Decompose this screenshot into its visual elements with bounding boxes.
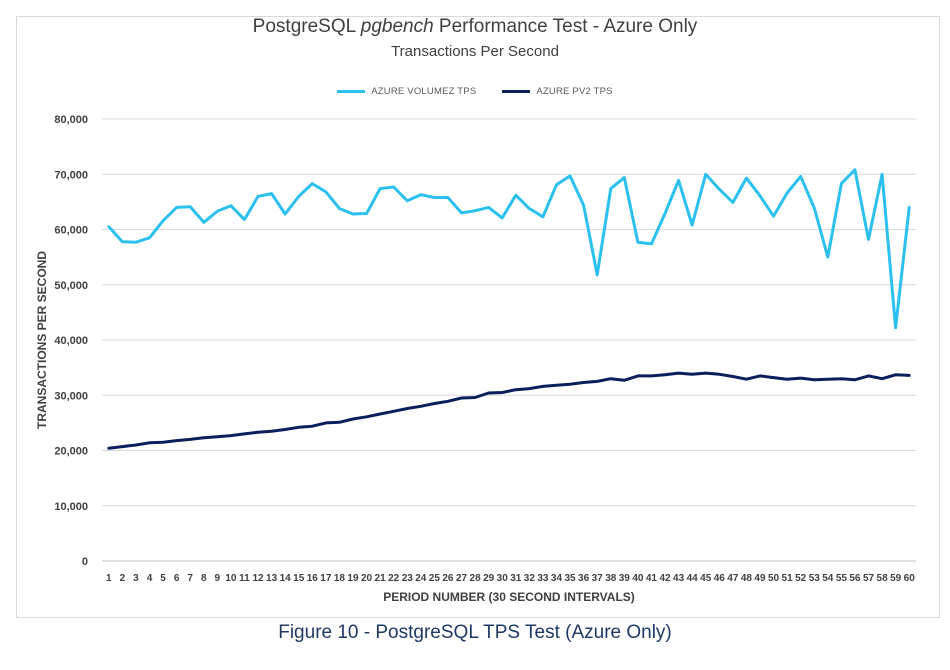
x-tick-label-42: 42 bbox=[659, 573, 671, 584]
x-tick-label-36: 36 bbox=[578, 573, 590, 584]
x-tick-label-1: 1 bbox=[106, 573, 112, 584]
x-tick-label-28: 28 bbox=[470, 573, 482, 584]
x-tick-label-33: 33 bbox=[537, 573, 549, 584]
y-tick-label-3: 30,000 bbox=[54, 390, 88, 402]
chart-title: PostgreSQL pgbench Performance Test - Az… bbox=[252, 16, 698, 37]
x-tick-label-13: 13 bbox=[266, 573, 278, 584]
x-tick-label-50: 50 bbox=[768, 573, 780, 584]
x-tick-label-35: 35 bbox=[564, 573, 576, 584]
chart-subtitle: Transactions Per Second bbox=[391, 43, 559, 60]
y-tick-label-1: 10,000 bbox=[54, 501, 88, 513]
chart-frame bbox=[16, 16, 940, 618]
y-tick-label-8: 80,000 bbox=[54, 114, 88, 126]
x-tick-label-56: 56 bbox=[849, 573, 861, 584]
x-tick-label-54: 54 bbox=[822, 573, 834, 584]
x-tick-label-24: 24 bbox=[415, 573, 427, 584]
x-tick-label-52: 52 bbox=[795, 573, 807, 584]
y-tick-label-4: 40,000 bbox=[54, 335, 88, 347]
x-tick-label-19: 19 bbox=[347, 573, 359, 584]
x-tick-label-16: 16 bbox=[307, 573, 319, 584]
legend-item-volumez: AZURE VOLUMEZ TPS bbox=[337, 86, 476, 97]
x-tick-label-47: 47 bbox=[727, 573, 739, 584]
y-tick-label-0: 0 bbox=[82, 556, 88, 568]
x-tick-label-25: 25 bbox=[429, 573, 441, 584]
x-tick-label-12: 12 bbox=[252, 573, 264, 584]
x-tick-label-41: 41 bbox=[646, 573, 658, 584]
x-tick-label-37: 37 bbox=[592, 573, 604, 584]
y-tick-label-2: 20,000 bbox=[54, 446, 88, 458]
x-tick-label-45: 45 bbox=[700, 573, 712, 584]
y-tick-label-6: 60,000 bbox=[54, 225, 88, 237]
x-tick-label-55: 55 bbox=[836, 573, 848, 584]
x-tick-label-58: 58 bbox=[877, 573, 889, 584]
chart-title-italic: pgbench bbox=[360, 16, 434, 37]
x-tick-label-15: 15 bbox=[293, 573, 305, 584]
x-tick-label-10: 10 bbox=[225, 573, 237, 584]
x-tick-label-48: 48 bbox=[741, 573, 753, 584]
x-tick-label-31: 31 bbox=[510, 573, 522, 584]
x-tick-label-18: 18 bbox=[334, 573, 346, 584]
x-tick-label-39: 39 bbox=[619, 573, 631, 584]
series-line-0 bbox=[107, 168, 911, 330]
x-tick-label-11: 11 bbox=[239, 573, 250, 584]
x-tick-label-26: 26 bbox=[442, 573, 454, 584]
x-tick-label-34: 34 bbox=[551, 573, 563, 584]
x-tick-label-5: 5 bbox=[160, 573, 166, 584]
x-tick-label-44: 44 bbox=[687, 573, 699, 584]
x-tick-label-51: 51 bbox=[782, 573, 794, 584]
chart-legend: AZURE VOLUMEZ TPS AZURE PV2 TPS bbox=[0, 86, 950, 97]
x-tick-label-4: 4 bbox=[147, 573, 153, 584]
x-tick-label-2: 2 bbox=[120, 573, 126, 584]
x-tick-label-53: 53 bbox=[809, 573, 821, 584]
x-axis-label: PERIOD NUMBER (30 SECOND INTERVALS) bbox=[383, 590, 635, 604]
x-tick-label-20: 20 bbox=[361, 573, 373, 584]
x-tick-label-29: 29 bbox=[483, 573, 495, 584]
x-tick-label-38: 38 bbox=[605, 573, 617, 584]
x-tick-label-6: 6 bbox=[174, 573, 180, 584]
y-tick-label-7: 70,000 bbox=[54, 169, 88, 181]
x-tick-label-21: 21 bbox=[375, 573, 387, 584]
legend-swatch-pv2 bbox=[502, 90, 531, 93]
x-tick-label-57: 57 bbox=[863, 573, 875, 584]
series-line-1 bbox=[107, 371, 911, 450]
x-tick-label-43: 43 bbox=[673, 573, 685, 584]
x-tick-label-59: 59 bbox=[890, 573, 902, 584]
line-chart: 0 10,000 20,000 30,000 40,000 50,000 60,000 70,… bbox=[35, 114, 916, 604]
x-tick-label-22: 22 bbox=[388, 573, 400, 584]
legend-swatch-volumez bbox=[337, 90, 366, 93]
y-tick-label-5: 50,000 bbox=[54, 280, 88, 292]
x-tick-label-8: 8 bbox=[201, 573, 207, 584]
x-tick-label-32: 32 bbox=[524, 573, 536, 584]
x-tick-label-7: 7 bbox=[187, 573, 193, 584]
x-tick-label-3: 3 bbox=[133, 573, 139, 584]
legend-label-volumez: AZURE VOLUMEZ TPS bbox=[371, 86, 477, 97]
x-tick-label-14: 14 bbox=[280, 573, 292, 584]
figure-caption: Figure 10 - PostgreSQL TPS Test (Azure O… bbox=[278, 622, 672, 643]
x-tick-label-17: 17 bbox=[320, 573, 332, 584]
x-tick-label-9: 9 bbox=[215, 573, 221, 584]
legend-label-pv2: AZURE PV2 TPS bbox=[536, 86, 613, 97]
x-tick-label-27: 27 bbox=[456, 573, 468, 584]
x-tick-label-46: 46 bbox=[714, 573, 726, 584]
x-tick-label-30: 30 bbox=[497, 573, 509, 584]
legend-item-pv2: AZURE PV2 TPS bbox=[502, 86, 613, 97]
x-tick-label-49: 49 bbox=[754, 573, 766, 584]
x-tick-label-60: 60 bbox=[904, 573, 916, 584]
y-axis-label: TRANSACTIONS PER SECOND bbox=[35, 251, 49, 429]
x-tick-label-40: 40 bbox=[632, 573, 644, 584]
x-tick-label-23: 23 bbox=[402, 573, 414, 584]
